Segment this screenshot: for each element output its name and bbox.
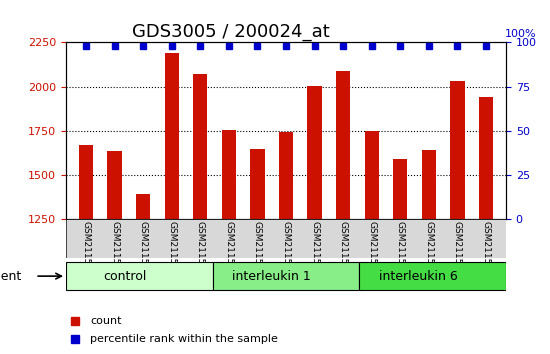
Text: GSM211514: GSM211514 bbox=[481, 222, 491, 276]
Text: GSM211501: GSM211501 bbox=[110, 222, 119, 276]
Text: GSM211509: GSM211509 bbox=[339, 222, 348, 276]
Text: GSM211504: GSM211504 bbox=[196, 222, 205, 276]
Text: interleukin 6: interleukin 6 bbox=[378, 270, 458, 282]
Text: 100%: 100% bbox=[505, 29, 537, 39]
Text: count: count bbox=[90, 315, 122, 326]
Bar bbox=[450, 81, 465, 219]
Text: GSM211505: GSM211505 bbox=[224, 222, 233, 276]
Bar bbox=[250, 149, 265, 219]
Bar bbox=[393, 159, 408, 219]
FancyBboxPatch shape bbox=[359, 262, 506, 290]
Bar bbox=[307, 86, 322, 219]
Text: GSM211511: GSM211511 bbox=[396, 222, 405, 276]
Text: control: control bbox=[103, 270, 146, 282]
Bar bbox=[365, 131, 379, 219]
Bar bbox=[136, 194, 150, 219]
Text: GSM211510: GSM211510 bbox=[367, 222, 376, 276]
Text: GSM211508: GSM211508 bbox=[310, 222, 319, 276]
Bar bbox=[279, 132, 293, 219]
Text: GSM211500: GSM211500 bbox=[81, 222, 91, 276]
Text: GSM211502: GSM211502 bbox=[139, 222, 147, 276]
Text: GSM211503: GSM211503 bbox=[167, 222, 176, 276]
Bar bbox=[422, 150, 436, 219]
Bar bbox=[107, 152, 122, 219]
FancyBboxPatch shape bbox=[66, 262, 213, 290]
Text: GDS3005 / 200024_at: GDS3005 / 200024_at bbox=[132, 23, 330, 41]
Bar bbox=[222, 130, 236, 219]
Text: agent: agent bbox=[0, 270, 22, 282]
Bar bbox=[336, 71, 350, 219]
Bar bbox=[193, 74, 207, 219]
Text: GSM211512: GSM211512 bbox=[425, 222, 433, 276]
Text: GSM211513: GSM211513 bbox=[453, 222, 462, 276]
Bar bbox=[79, 145, 93, 219]
FancyBboxPatch shape bbox=[66, 219, 506, 258]
Text: percentile rank within the sample: percentile rank within the sample bbox=[90, 334, 278, 344]
Text: interleukin 1: interleukin 1 bbox=[232, 270, 311, 282]
Bar bbox=[479, 97, 493, 219]
Bar bbox=[164, 53, 179, 219]
FancyBboxPatch shape bbox=[213, 262, 359, 290]
Text: GSM211506: GSM211506 bbox=[253, 222, 262, 276]
Text: GSM211507: GSM211507 bbox=[282, 222, 290, 276]
